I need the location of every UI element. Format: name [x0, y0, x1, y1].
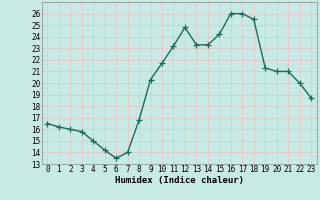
X-axis label: Humidex (Indice chaleur): Humidex (Indice chaleur): [115, 176, 244, 185]
